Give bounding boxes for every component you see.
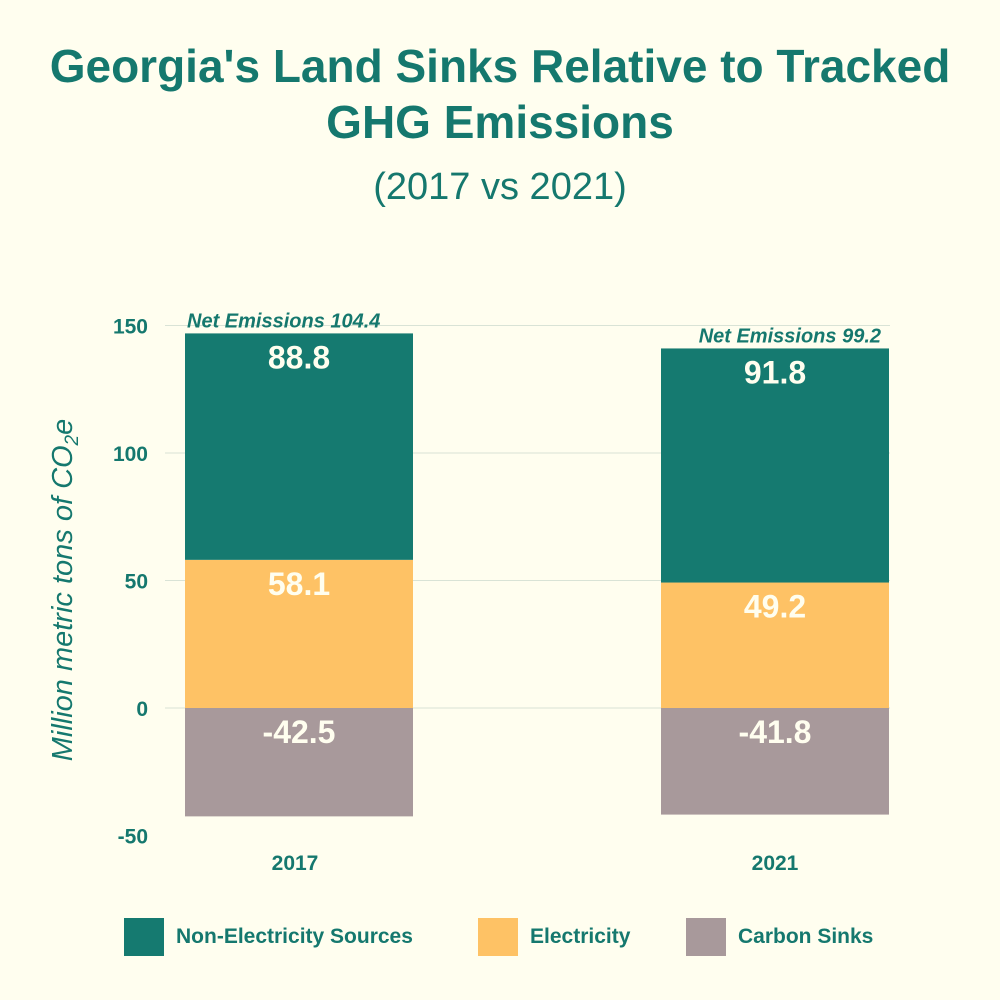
bar-carbon-sinks [185, 708, 413, 817]
y-tick-label: 100 [113, 443, 148, 466]
data-label-electricity: 58.1 [268, 566, 330, 602]
y-axis-label: Million metric tons of CO2e [47, 419, 83, 762]
data-label-carbon-sinks: -41.8 [739, 714, 812, 750]
legend-label: Carbon Sinks [738, 925, 874, 948]
y-tick-label: 0 [136, 698, 148, 721]
data-label-carbon-sinks: -42.5 [263, 714, 336, 750]
bar-electricity [185, 559, 413, 708]
bar-electricity [661, 582, 889, 708]
y-tick-label: 150 [113, 316, 148, 339]
legend-item-carbon-sinks: Carbon Sinks [686, 918, 873, 956]
legend-label: Electricity [530, 925, 631, 948]
legend-swatch [124, 918, 164, 956]
x-tick-label: 2017 [272, 852, 319, 875]
bar-non-electricity [661, 348, 889, 583]
x-tick-label: 2021 [752, 852, 799, 875]
net-emissions-annotation: Net Emissions 104.4 [187, 310, 380, 332]
y-tick-label: 50 [125, 571, 148, 594]
chart-subtitle: (2017 vs 2021) [373, 166, 627, 208]
legend-swatch [686, 918, 726, 956]
y-tick-label: -50 [118, 826, 148, 849]
net-emissions-annotation: Net Emissions 99.2 [699, 325, 881, 347]
chart-title: Georgia's Land Sinks Relative to Tracked… [49, 40, 951, 148]
legend-swatch [478, 918, 518, 956]
legend: Non-Electricity Sources Electricity Carb… [0, 918, 1000, 958]
bar-carbon-sinks [661, 708, 889, 815]
legend-item-electricity: Electricity [478, 918, 630, 956]
data-label-non-electricity: 91.8 [744, 354, 806, 390]
legend-label: Non-Electricity Sources [176, 925, 413, 948]
data-label-non-electricity: 88.8 [268, 339, 330, 375]
data-label-electricity: 49.2 [744, 589, 806, 625]
legend-item-non-electricity: Non-Electricity Sources [124, 918, 413, 956]
bar-non-electricity [185, 333, 413, 560]
